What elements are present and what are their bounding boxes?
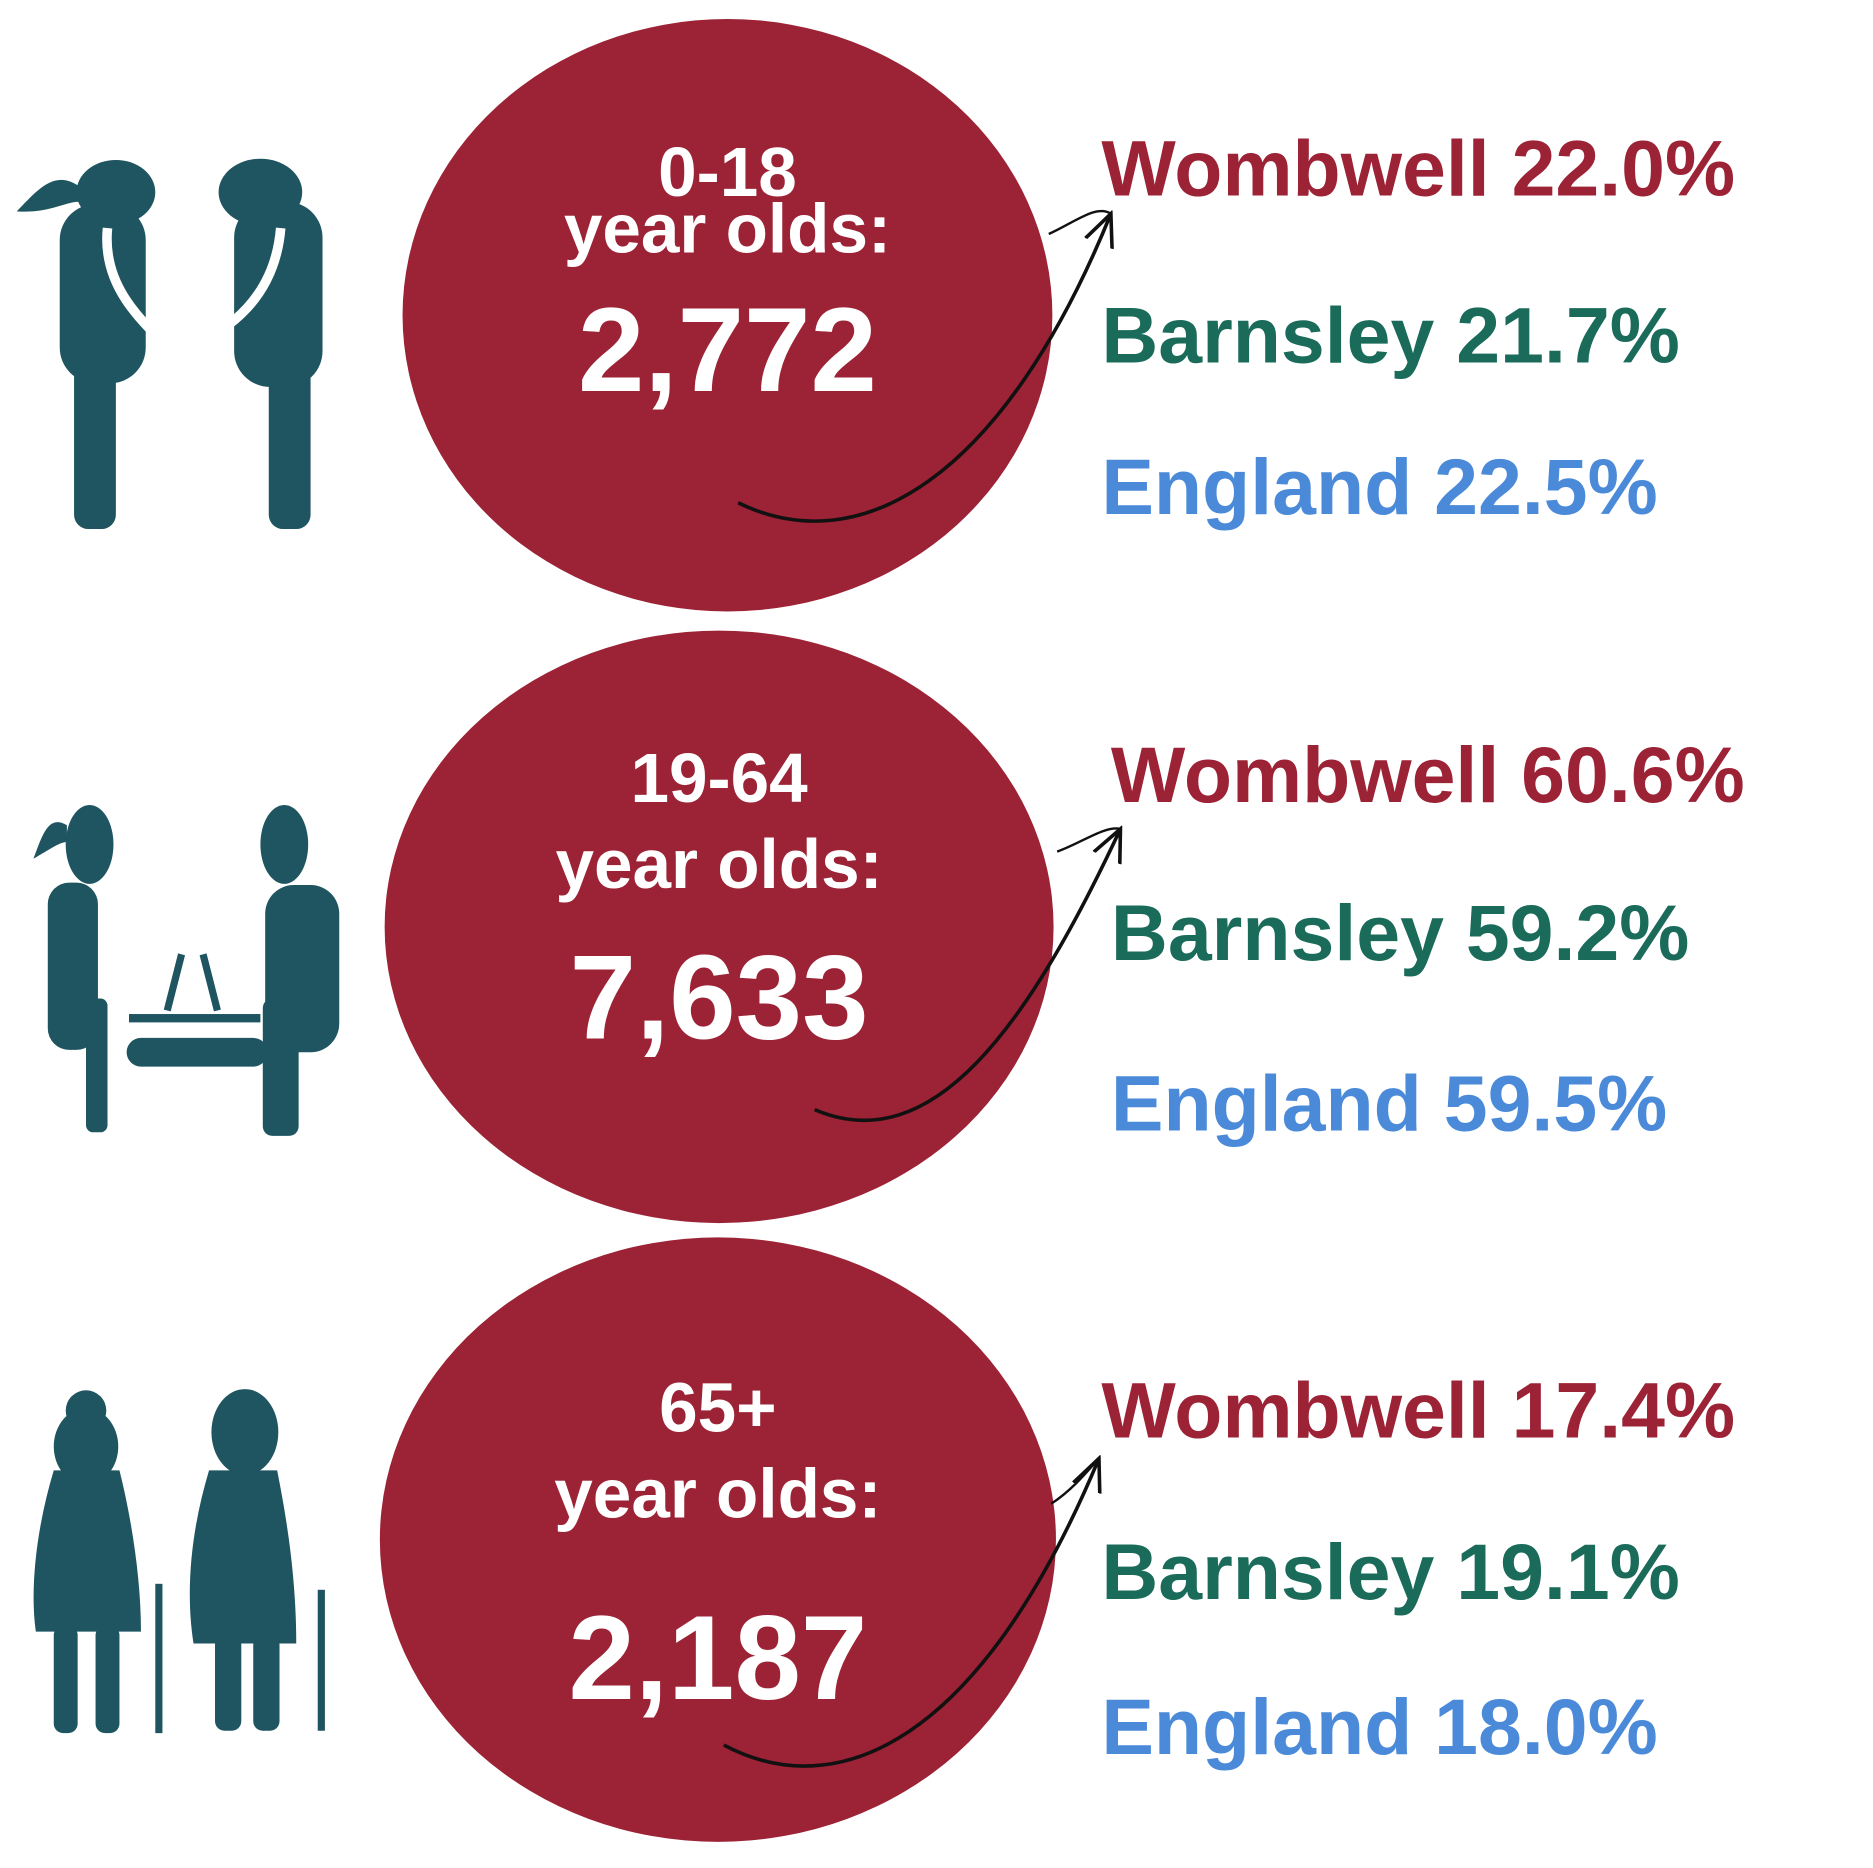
stat-line: Barnsley 19.1% [1101,1528,1679,1616]
stat-line: Barnsley 59.2% [1111,889,1689,977]
age-bubble [379,1237,1056,1842]
age-count: 2,772 [578,284,877,417]
age-count: 7,633 [570,931,869,1064]
arrow-tail [1048,209,1112,236]
age-count: 2,187 [568,1592,867,1725]
arrow-tail [1050,1457,1100,1505]
stat-line: Barnsley 21.7% [1101,291,1679,379]
stat-line: Wombwell 60.6% [1111,731,1745,819]
stat-name: Wombwell [1101,124,1489,212]
stat-value: 59.5% [1444,1059,1668,1147]
stat-line: England 22.5% [1101,443,1657,531]
stat-name: Barnsley [1101,1528,1434,1616]
age-unit: year olds: [555,825,882,903]
stat-name: Barnsley [1101,291,1434,379]
stat-value: 59.2% [1466,889,1690,977]
arrow [723,1458,1099,1768]
stat-value: 17.4% [1512,1366,1736,1454]
icon-adults [33,804,340,1136]
age-label: 0-18 [658,133,797,211]
stat-value: 60.6% [1521,731,1745,819]
stat-line: Wombwell 17.4% [1101,1366,1735,1454]
stat-value: 18.0% [1434,1683,1658,1771]
age-unit: year olds: [554,1454,881,1532]
stat-value: 19.1% [1456,1528,1680,1616]
age-label: 19-64 [631,739,809,817]
arrow [737,214,1111,523]
stat-name: Barnsley [1111,889,1444,977]
stat-value: 21.7% [1456,291,1680,379]
stat-name: England [1101,443,1412,531]
arrow-tail [1056,827,1121,853]
stat-value: 22.5% [1434,443,1658,531]
stat-line: Wombwell 22.0% [1101,124,1735,212]
stat-line: England 59.5% [1111,1059,1667,1147]
age-bubble [402,19,1053,612]
age-unit: year olds: [564,189,891,267]
age-label: 65+ [659,1368,777,1446]
age-bubble [384,630,1054,1224]
stat-value: 22.0% [1512,124,1736,212]
stat-name: England [1111,1059,1422,1147]
icon-elderly [33,1389,325,1734]
icon-children [16,158,323,530]
stat-line: England 18.0% [1101,1683,1657,1771]
stat-name: England [1101,1683,1412,1771]
stat-name: Wombwell [1101,1366,1489,1454]
stat-name: Wombwell [1111,731,1499,819]
arrow [813,829,1121,1123]
